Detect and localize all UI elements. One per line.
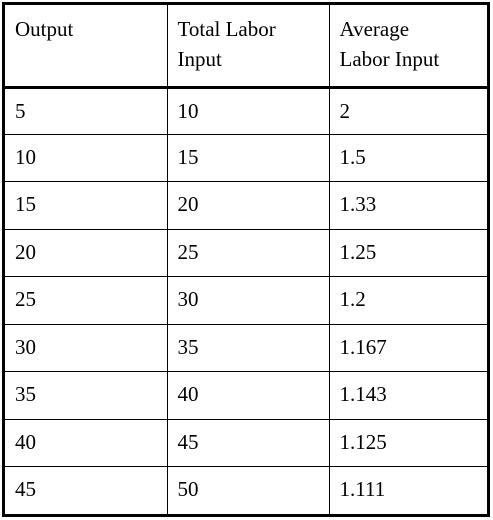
table-row: 30 35 1.167	[5, 323, 487, 373]
header-average-labor-input: Average Labor Input	[328, 5, 487, 89]
cell-output: 40	[5, 418, 168, 468]
table-row: 5 10 2	[5, 86, 487, 135]
table-row: 15 20 1.33	[5, 181, 487, 230]
cell-total-labor-input: 20	[166, 181, 330, 230]
cell-average-labor-input: 1.167	[328, 323, 487, 373]
header-average-labor-input-line1: Average	[339, 17, 410, 41]
cell-average-labor-input: 2	[328, 86, 487, 135]
cell-output: 45	[5, 466, 168, 514]
cell-total-labor-input: 50	[166, 466, 330, 514]
cell-total-labor-input: 45	[166, 418, 330, 468]
cell-total-labor-input: 25	[166, 228, 330, 278]
cell-average-labor-input: 1.25	[328, 228, 487, 278]
cell-total-labor-input: 15	[166, 133, 330, 183]
labor-input-table: Output Total Labor Input Average Labor I…	[5, 5, 487, 514]
cell-average-labor-input: 1.125	[328, 418, 487, 468]
header-output-line1: Output	[15, 17, 74, 41]
cell-average-labor-input: 1.33	[328, 181, 487, 230]
cell-average-labor-input: 1.5	[328, 133, 487, 183]
table-row: 35 40 1.143	[5, 371, 487, 420]
table-row: 10 15 1.5	[5, 133, 487, 183]
table-body: 5 10 2 10 15 1.5 15 20 1.33 20 25 1.25 2…	[5, 86, 487, 514]
cell-total-labor-input: 40	[166, 371, 330, 420]
cell-output: 10	[5, 133, 168, 183]
cell-output: 30	[5, 323, 168, 373]
cell-average-labor-input: 1.143	[328, 371, 487, 420]
cell-output: 20	[5, 228, 168, 278]
header-output: Output	[5, 5, 168, 89]
cell-average-labor-input: 1.2	[328, 276, 487, 325]
table-row: 45 50 1.111	[5, 466, 487, 514]
header-total-labor-input-line2: Input	[177, 47, 222, 71]
cell-total-labor-input: 30	[166, 276, 330, 325]
header-total-labor-input-line1: Total Labor	[177, 17, 276, 41]
table-header: Output Total Labor Input Average Labor I…	[5, 5, 487, 89]
cell-total-labor-input: 10	[166, 86, 330, 135]
cell-average-labor-input: 1.111	[328, 466, 487, 514]
header-total-labor-input: Total Labor Input	[166, 5, 330, 89]
cell-output: 15	[5, 181, 168, 230]
cell-output: 25	[5, 276, 168, 325]
table-row: 25 30 1.2	[5, 276, 487, 325]
table-row: 40 45 1.125	[5, 418, 487, 468]
table-row: 20 25 1.25	[5, 228, 487, 278]
header-row: Output Total Labor Input Average Labor I…	[5, 5, 487, 89]
header-average-labor-input-line2: Labor Input	[339, 47, 440, 71]
cell-output: 35	[5, 371, 168, 420]
cell-output: 5	[5, 86, 168, 135]
cell-total-labor-input: 35	[166, 323, 330, 373]
